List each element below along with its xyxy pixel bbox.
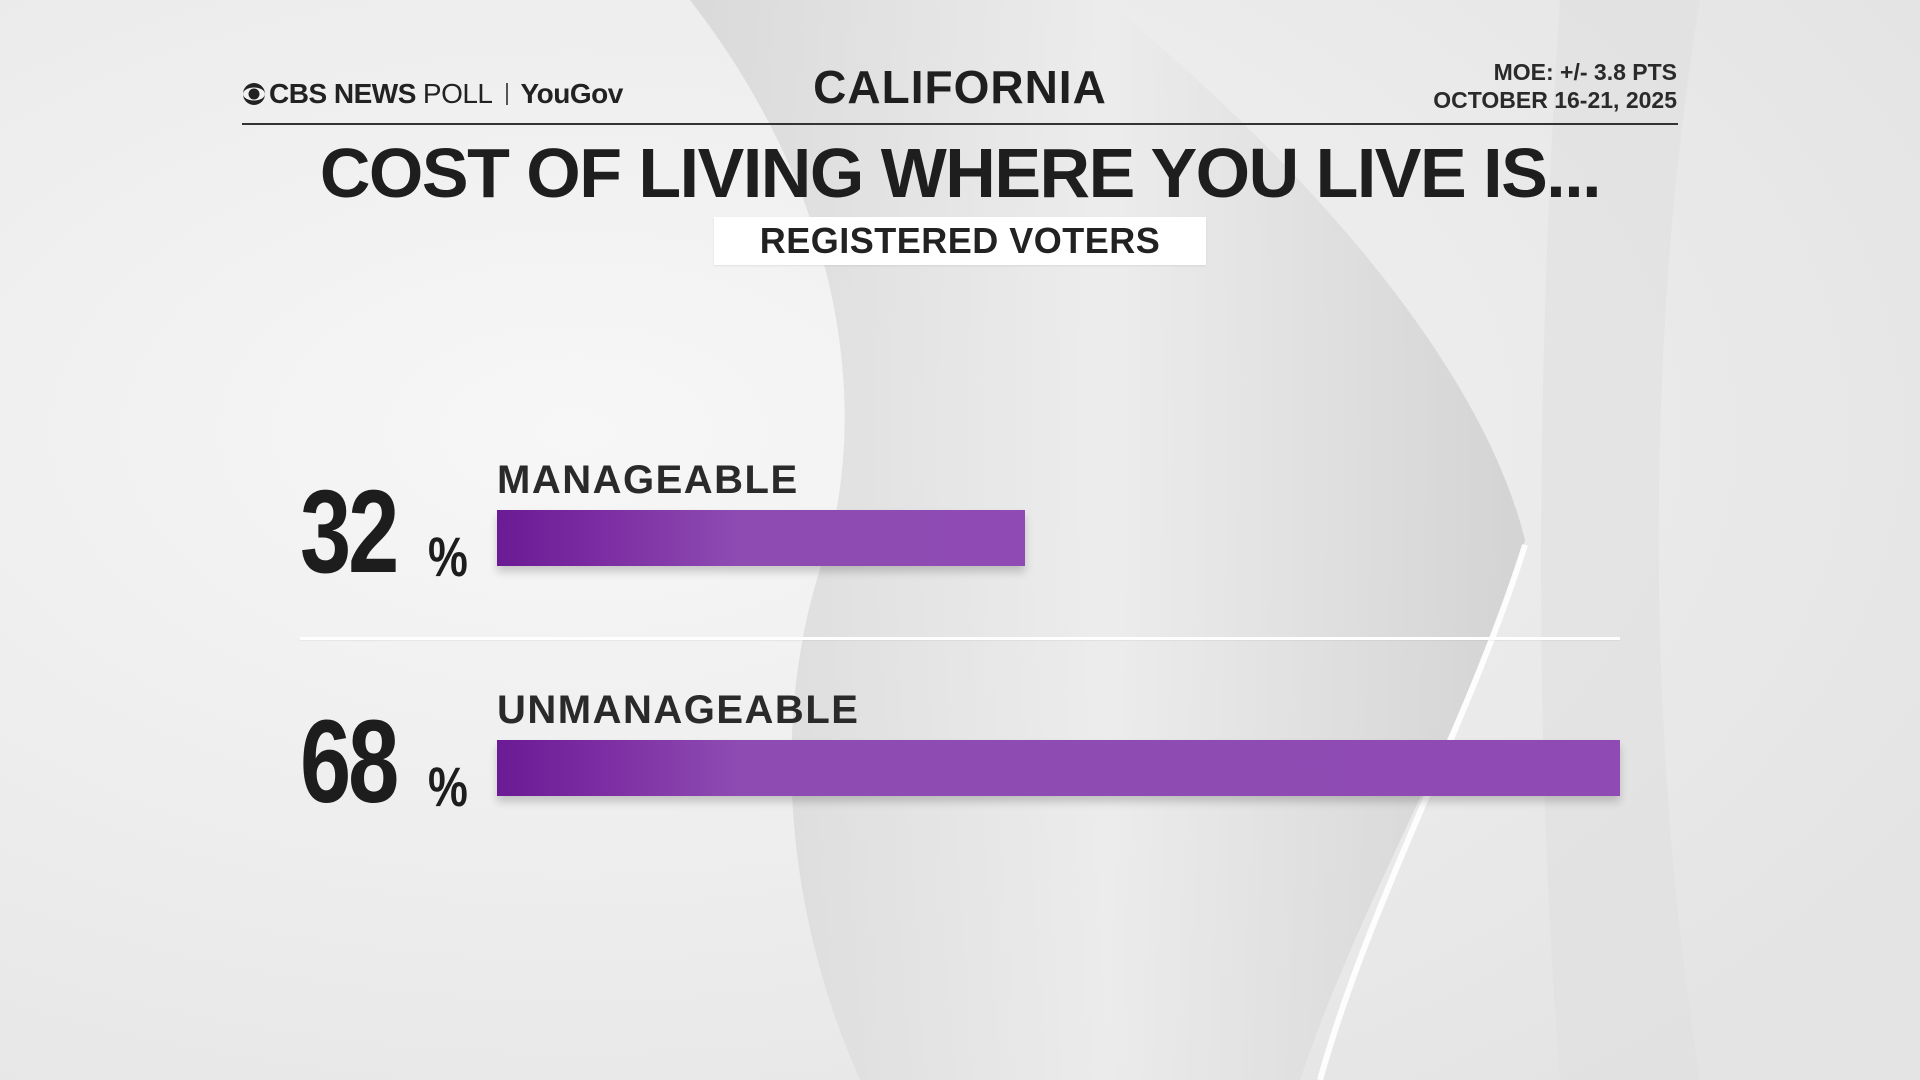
brand-logo: CBS NEWS POLL YouGov <box>242 78 623 110</box>
bar-row-unmanageable: 68 % UNMANAGEABLE <box>0 682 1920 822</box>
bar <box>497 510 1025 566</box>
row-divider <box>300 637 1620 640</box>
chart-title: COST OF LIVING WHERE YOU LIVE IS... <box>319 134 1602 212</box>
percent-sign: % <box>428 525 468 588</box>
value-label: 68 % <box>300 682 478 828</box>
value-label: 32 % <box>300 452 478 598</box>
region-title: CALIFORNIA <box>813 61 1107 113</box>
brand-secondary: POLL <box>422 78 493 109</box>
poll-meta: MOE: +/- 3.8 PTS OCTOBER 16-21, 2025 <box>1433 58 1677 114</box>
poll-dates: OCTOBER 16-21, 2025 <box>1433 87 1677 113</box>
percent-sign: % <box>428 755 468 818</box>
header-divider <box>242 123 1678 125</box>
margin-of-error: MOE: +/- 3.8 PTS <box>1493 59 1677 85</box>
category-label: MANAGEABLE <box>497 458 799 502</box>
brand-separator <box>505 83 508 105</box>
bar <box>497 740 1620 796</box>
chart-subtitle: REGISTERED VOTERS <box>714 217 1206 265</box>
cbs-eye-icon <box>243 83 265 105</box>
value-number: 32 <box>300 466 399 598</box>
brand-primary: CBS NEWS <box>269 78 416 109</box>
value-number: 68 <box>300 696 399 828</box>
bar-row-manageable: 32 % MANAGEABLE <box>0 452 1920 592</box>
brand-partner: YouGov <box>520 78 624 109</box>
category-label: UNMANAGEABLE <box>497 688 860 732</box>
